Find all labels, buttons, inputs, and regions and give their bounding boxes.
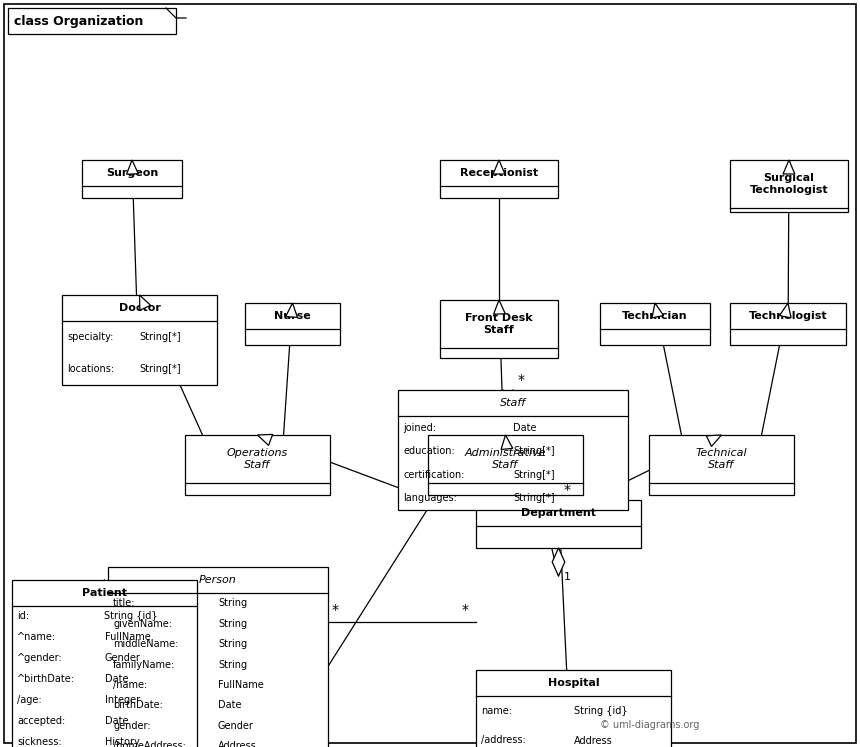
Text: certification:: certification: bbox=[403, 470, 464, 480]
Text: accepted:: accepted: bbox=[17, 716, 65, 726]
Text: /age:: /age: bbox=[17, 695, 41, 705]
Text: Doctor: Doctor bbox=[119, 303, 161, 313]
Text: givenName:: givenName: bbox=[113, 619, 172, 629]
Polygon shape bbox=[706, 435, 722, 447]
Text: Surgical
Technologist: Surgical Technologist bbox=[750, 173, 828, 195]
Polygon shape bbox=[257, 435, 273, 445]
Text: String {id}: String {id} bbox=[105, 612, 158, 622]
Polygon shape bbox=[552, 548, 565, 576]
Text: Date: Date bbox=[218, 701, 242, 710]
Text: ^gender:: ^gender: bbox=[17, 653, 63, 663]
Polygon shape bbox=[783, 160, 795, 174]
Text: ^name:: ^name: bbox=[17, 633, 56, 642]
Bar bbox=[730, 303, 846, 345]
Text: Surgeon: Surgeon bbox=[106, 168, 158, 178]
Text: String[*]: String[*] bbox=[513, 470, 555, 480]
Bar bbox=[476, 500, 641, 548]
Text: Gender: Gender bbox=[105, 653, 140, 663]
Text: FullName: FullName bbox=[218, 680, 264, 690]
Text: Front Desk
Staff: Front Desk Staff bbox=[465, 313, 533, 335]
Text: title:: title: bbox=[113, 598, 136, 608]
Polygon shape bbox=[493, 160, 505, 174]
Text: Technologist: Technologist bbox=[749, 311, 827, 321]
Text: ^birthDate:: ^birthDate: bbox=[17, 674, 75, 684]
Bar bbox=[649, 435, 794, 495]
Text: gender:: gender: bbox=[113, 721, 150, 731]
Text: String[*]: String[*] bbox=[513, 446, 555, 456]
Text: *: * bbox=[518, 373, 525, 387]
Text: Hospital: Hospital bbox=[548, 678, 599, 688]
Text: *: * bbox=[332, 603, 339, 617]
Text: sickness:: sickness: bbox=[17, 737, 62, 747]
Bar bbox=[440, 300, 558, 358]
Polygon shape bbox=[286, 303, 298, 317]
Text: birthDate:: birthDate: bbox=[113, 701, 163, 710]
Text: Technician: Technician bbox=[622, 311, 688, 321]
Text: Administrative
Staff: Administrative Staff bbox=[464, 448, 546, 470]
Text: Receptionist: Receptionist bbox=[460, 168, 538, 178]
Text: Date: Date bbox=[105, 716, 128, 726]
Text: Nurse: Nurse bbox=[274, 311, 310, 321]
Text: locations:: locations: bbox=[67, 364, 114, 374]
Text: Department: Department bbox=[521, 508, 596, 518]
Bar bbox=[12, 580, 197, 747]
Text: String[*]: String[*] bbox=[139, 332, 181, 342]
Text: Integer: Integer bbox=[105, 695, 139, 705]
Text: 1: 1 bbox=[563, 572, 570, 582]
Text: Gender: Gender bbox=[218, 721, 254, 731]
Text: String[*]: String[*] bbox=[513, 493, 555, 503]
Text: Staff: Staff bbox=[500, 398, 526, 408]
Text: String: String bbox=[218, 619, 247, 629]
Text: © uml-diagrams.org: © uml-diagrams.org bbox=[600, 720, 699, 730]
Text: /name:: /name: bbox=[113, 680, 147, 690]
Bar bbox=[600, 303, 710, 345]
Bar bbox=[476, 670, 671, 747]
Text: id:: id: bbox=[17, 612, 29, 622]
Bar bbox=[730, 160, 848, 212]
Text: Date: Date bbox=[105, 674, 128, 684]
Text: String: String bbox=[218, 639, 247, 649]
Text: specialty:: specialty: bbox=[67, 332, 114, 342]
Text: Date: Date bbox=[513, 423, 537, 433]
Text: String {id}: String {id} bbox=[574, 706, 627, 716]
Text: education:: education: bbox=[403, 446, 455, 456]
Bar bbox=[428, 435, 583, 495]
Bar bbox=[108, 567, 328, 747]
Text: familyName:: familyName: bbox=[113, 660, 175, 669]
Text: Patient: Patient bbox=[82, 588, 127, 598]
Bar bbox=[82, 160, 182, 198]
Text: Person: Person bbox=[200, 575, 237, 585]
Text: Address: Address bbox=[574, 736, 612, 746]
Text: languages:: languages: bbox=[403, 493, 457, 503]
Bar bbox=[245, 303, 340, 345]
Text: Operations
Staff: Operations Staff bbox=[227, 448, 288, 470]
Polygon shape bbox=[139, 295, 150, 310]
Text: String: String bbox=[218, 660, 247, 669]
Text: Technical
Staff: Technical Staff bbox=[696, 448, 747, 470]
Text: class Organization: class Organization bbox=[14, 14, 144, 28]
Text: String: String bbox=[218, 598, 247, 608]
Text: joined:: joined: bbox=[403, 423, 436, 433]
Text: *: * bbox=[462, 603, 469, 617]
Text: FullName: FullName bbox=[105, 633, 150, 642]
Polygon shape bbox=[501, 435, 513, 450]
Text: Address: Address bbox=[218, 741, 257, 747]
Text: middleName:: middleName: bbox=[113, 639, 178, 649]
Text: /homeAddress:: /homeAddress: bbox=[113, 741, 186, 747]
Bar bbox=[440, 160, 558, 198]
Bar bbox=[8, 8, 176, 34]
Polygon shape bbox=[652, 303, 664, 318]
Text: name:: name: bbox=[481, 706, 512, 716]
Polygon shape bbox=[779, 303, 791, 318]
Text: *: * bbox=[563, 483, 570, 497]
Polygon shape bbox=[494, 300, 506, 314]
Text: String[*]: String[*] bbox=[139, 364, 181, 374]
Text: History: History bbox=[105, 737, 139, 747]
Text: /address:: /address: bbox=[481, 736, 525, 746]
Bar bbox=[185, 435, 330, 495]
Polygon shape bbox=[126, 160, 138, 174]
Bar bbox=[398, 390, 628, 510]
Bar bbox=[62, 295, 217, 385]
